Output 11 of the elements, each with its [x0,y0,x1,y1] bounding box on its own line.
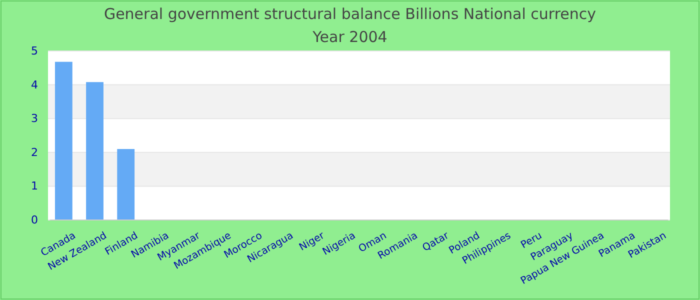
bar [117,149,135,220]
y-tick-label: 5 [31,44,38,58]
y-tick-label: 4 [31,78,38,92]
bar [86,82,104,220]
y-tick-label: 3 [31,112,38,126]
y-tick-label: 0 [31,214,38,227]
chart-title: General government structural balance Billions National currency [104,5,596,23]
bar [54,62,72,220]
y-tick-label: 1 [31,180,38,193]
y-tick-label: 2 [31,146,38,159]
chart-subtitle: Year 2004 [312,28,388,46]
